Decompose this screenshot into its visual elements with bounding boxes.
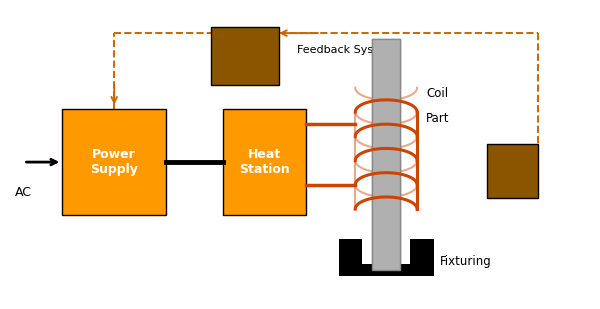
FancyBboxPatch shape [338,239,362,276]
FancyBboxPatch shape [410,239,434,276]
FancyBboxPatch shape [211,27,279,85]
FancyBboxPatch shape [338,264,434,276]
FancyBboxPatch shape [62,109,166,215]
FancyBboxPatch shape [487,144,538,198]
Text: Part: Part [426,112,449,125]
Text: Heat
Station: Heat Station [239,148,290,176]
FancyBboxPatch shape [223,109,306,215]
FancyBboxPatch shape [372,39,400,270]
Text: AC: AC [15,186,32,199]
Text: Power
Supply: Power Supply [90,148,138,176]
Text: Coil: Coil [426,87,448,100]
Text: Feedback System: Feedback System [297,45,395,55]
FancyBboxPatch shape [372,39,400,270]
Text: Fixturing: Fixturing [440,255,491,268]
